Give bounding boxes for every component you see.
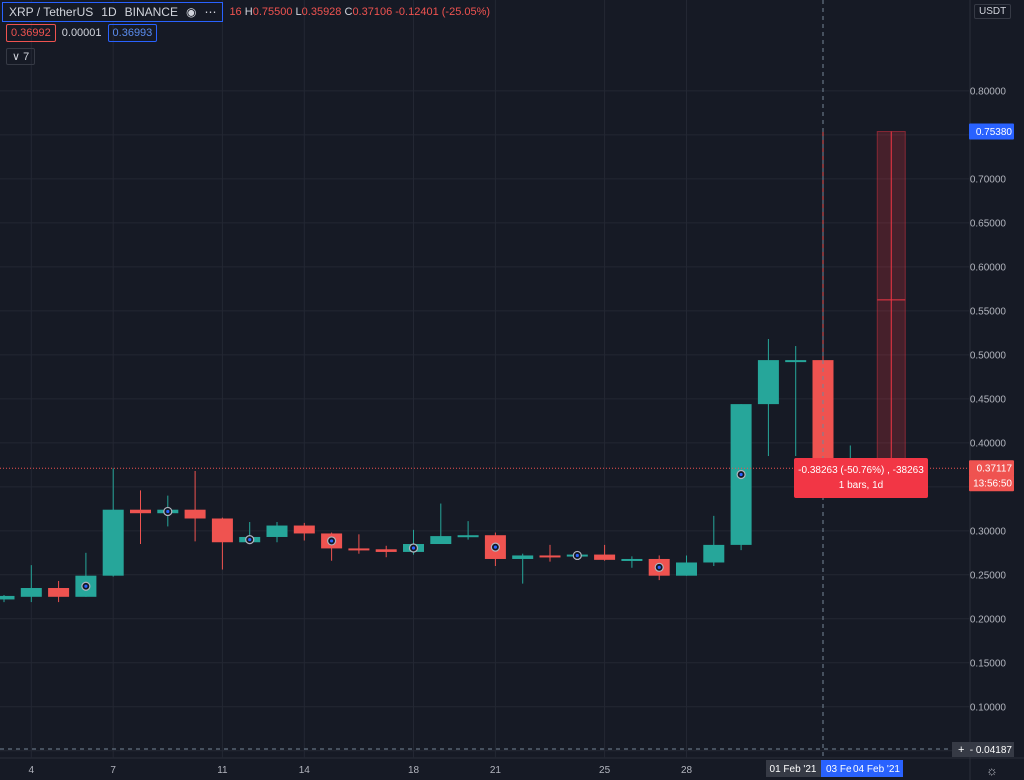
current-price-label: 0.37117 xyxy=(977,464,1013,475)
event-marker-dot xyxy=(330,539,334,543)
change-value: -0.12401 (-25.05%) xyxy=(395,6,491,18)
gear-icon[interactable]: ☼ xyxy=(986,763,998,778)
crosshair-price-bg xyxy=(952,742,1014,757)
candle-body xyxy=(102,509,124,576)
candle-body xyxy=(211,518,233,543)
open-partial: 16 xyxy=(229,6,242,18)
measure-line-2: 1 bars, 1d xyxy=(838,480,884,491)
currency-label[interactable]: USDT xyxy=(974,4,1012,19)
more-icon[interactable]: ⋯ xyxy=(204,5,217,19)
y-tick-label: 0.60000 xyxy=(970,262,1007,273)
candle-body xyxy=(594,554,616,560)
candle-body xyxy=(539,555,561,558)
indicators-toggle[interactable]: ∨ 7 xyxy=(6,48,36,65)
y-tick-label: 0.65000 xyxy=(970,218,1007,229)
high-value: 0.75500 xyxy=(252,6,293,18)
low-value: 0.35928 xyxy=(301,6,342,18)
y-tick-label: 0.30000 xyxy=(970,526,1007,537)
measure-top-price-bg xyxy=(969,123,1014,140)
crosshair-price-label: - 0.04187 xyxy=(970,745,1013,756)
y-tick-label: 0.45000 xyxy=(970,394,1007,405)
ohlc-values: 16 H0.75500 L0.35928 C0.37106 -0.12401 (… xyxy=(229,6,490,18)
low-label: L xyxy=(295,6,302,18)
y-tick-label: 0.20000 xyxy=(970,614,1007,625)
high-label: H xyxy=(244,6,253,18)
candle-body xyxy=(184,509,206,519)
range-start-label: 03 Fe xyxy=(826,764,852,775)
range-end-label: 04 Feb '21 xyxy=(853,764,900,775)
current-price-label-bg xyxy=(969,460,1014,477)
x-tick-label: 18 xyxy=(408,765,420,776)
y-tick-label: 0.25000 xyxy=(970,570,1007,581)
candle-body xyxy=(785,360,807,363)
x-tick-label: 4 xyxy=(29,765,35,776)
ask-button[interactable]: 0.36993 xyxy=(107,24,158,42)
candle-body xyxy=(812,360,834,469)
x-tick-label: 11 xyxy=(217,765,228,776)
candle-body xyxy=(20,588,42,597)
chart-header: XRP / TetherUS 1D BINANCE ◉ ⋯ 16 H0.7550… xyxy=(2,2,490,22)
x-tick-label: 7 xyxy=(110,765,116,776)
candle-body xyxy=(348,548,370,551)
close-label: C xyxy=(344,6,353,18)
candle-body xyxy=(703,544,725,563)
y-tick-label: 0.10000 xyxy=(970,702,1007,713)
measure-top-price: 0.75380 xyxy=(976,127,1013,138)
x-tick-label: 14 xyxy=(299,765,311,776)
candle-body xyxy=(457,535,479,538)
candle-body xyxy=(293,525,315,534)
plus-icon: + xyxy=(958,744,964,756)
candle-body xyxy=(512,555,534,559)
candle-body xyxy=(430,536,452,545)
y-tick-label: 0.80000 xyxy=(970,86,1007,97)
interval-label[interactable]: 1D xyxy=(101,5,117,19)
candle-body xyxy=(375,549,397,552)
symbol-name[interactable]: XRP / TetherUS xyxy=(9,5,94,19)
candle-body xyxy=(757,360,779,405)
indicators-count: 7 xyxy=(23,51,30,63)
range-date-bg xyxy=(821,760,903,777)
candle-body xyxy=(48,588,70,597)
x-tick-label: 28 xyxy=(681,765,693,776)
event-marker-dot xyxy=(739,472,743,477)
spread-value: 0.00001 xyxy=(61,27,102,39)
x-tick-label: 21 xyxy=(490,765,502,776)
event-marker-dot xyxy=(248,538,252,542)
measure-line-1: -0.38263 (-50.76%) , -38263 xyxy=(798,465,924,476)
crosshair-date-bg xyxy=(766,760,821,777)
event-marker-dot xyxy=(657,565,661,569)
bid-button[interactable]: 0.36992 xyxy=(6,24,56,42)
event-marker-dot xyxy=(166,509,170,514)
x-tick-label: 25 xyxy=(599,765,611,776)
candle-body xyxy=(621,558,643,561)
y-tick-label: 0.70000 xyxy=(970,174,1007,185)
event-marker-dot xyxy=(493,545,497,549)
measure-tooltip: -0.38263 (-50.76%) , -38263 1 bars, 1d xyxy=(794,458,928,498)
close-value: 0.37106 xyxy=(352,6,393,18)
candle-body xyxy=(266,525,288,537)
exchange-label: BINANCE xyxy=(124,5,178,19)
event-marker-dot xyxy=(575,553,579,558)
eye-icon[interactable]: ◉ xyxy=(185,5,197,19)
candle-body xyxy=(130,509,151,514)
candle-body xyxy=(676,562,697,576)
countdown-label: 13:56:50 xyxy=(973,479,1012,490)
y-tick-label: 0.15000 xyxy=(970,658,1007,669)
y-tick-label: 0.40000 xyxy=(970,438,1007,449)
y-tick-label: 0.50000 xyxy=(970,350,1007,361)
symbol-box[interactable]: XRP / TetherUS 1D BINANCE ◉ ⋯ xyxy=(2,2,224,22)
candle-body xyxy=(0,595,15,600)
event-marker-dot xyxy=(411,546,416,550)
quote-row: 0.36992 0.00001 0.36993 xyxy=(6,24,158,42)
crosshair-date-label: 01 Feb '21 xyxy=(770,764,817,775)
event-marker-dot xyxy=(84,584,88,588)
chevron-down-icon: ∨ xyxy=(12,51,21,63)
y-tick-label: 0.55000 xyxy=(970,306,1007,317)
countdown-label-bg xyxy=(969,475,1014,492)
